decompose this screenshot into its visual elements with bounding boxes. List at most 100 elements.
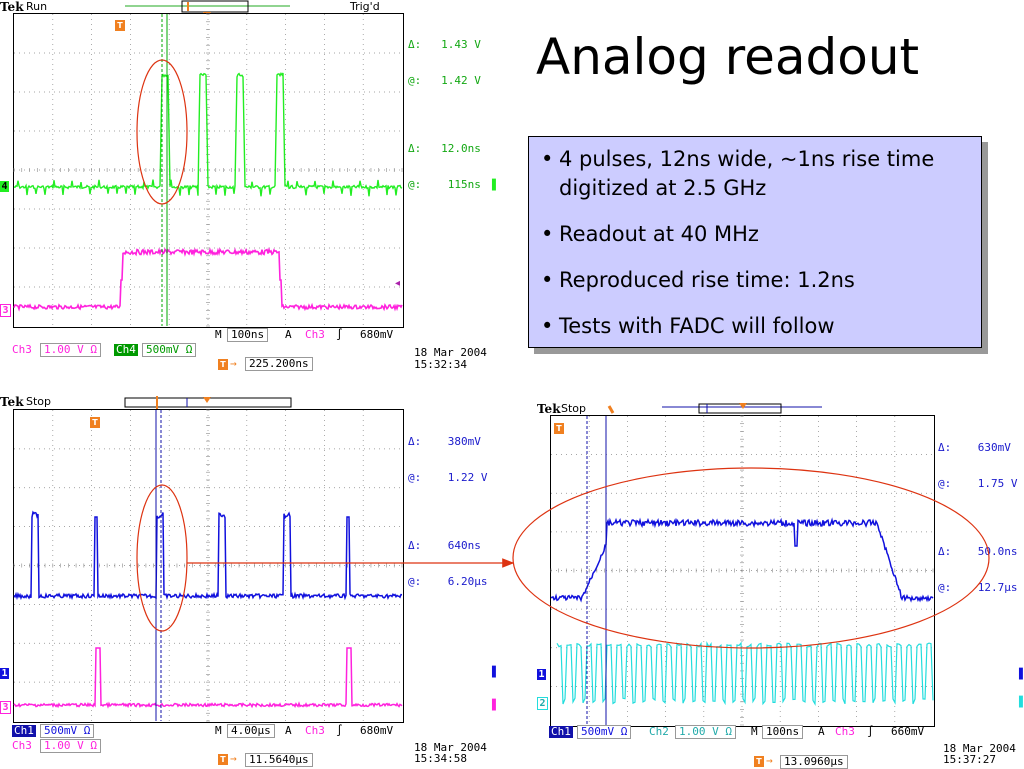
bullet-box: • 4 pulses, 12ns wide, ~1ns rise time dig… bbox=[528, 136, 982, 348]
bullet-dot: • bbox=[541, 222, 554, 246]
cursor-readouts: Δ: 380mV @: 1.22 V Δ: 640ns @: 6.20μs bbox=[408, 412, 488, 612]
bullet-list: • 4 pulses, 12ns wide, ~1ns rise time dig… bbox=[529, 137, 981, 341]
delta-symbol: Δ: bbox=[408, 142, 422, 155]
ch4-label: Ch4 bbox=[114, 343, 138, 356]
m-label: M bbox=[751, 725, 758, 738]
scope-screenshot-3: Tek Stop T Δ: 630mV @: 1.75 V Δ: 50.0ns … bbox=[537, 401, 1024, 769]
readout-value: 640ns bbox=[447, 539, 481, 552]
trigger-arrow-icon: → bbox=[230, 752, 237, 765]
ch3-label: Ch3 bbox=[12, 739, 32, 752]
capture-time: 15:34:58 bbox=[414, 752, 467, 765]
trigger-position-marker: T bbox=[90, 417, 100, 428]
readout-row: @: 1.42 V bbox=[408, 75, 481, 87]
ch1-scale: 500mV Ω bbox=[577, 725, 632, 739]
ch2-ground-marker: 2 bbox=[537, 697, 548, 710]
highlight-ellipse-zoom bbox=[512, 467, 990, 649]
at-symbol: @: bbox=[408, 575, 422, 588]
readout-row: @: 12.7μs bbox=[938, 582, 1018, 594]
m-label: M bbox=[215, 328, 222, 341]
bullet-text: 4 pulses, 12ns wide, ~1ns rise time digi… bbox=[559, 147, 935, 200]
ch3-scale: 1.00 V Ω bbox=[40, 343, 101, 357]
trigger-arrow-icon: → bbox=[230, 357, 237, 370]
trigger-position: 13.0960μs bbox=[780, 755, 848, 769]
delta-symbol: Δ: bbox=[408, 38, 422, 51]
tek-logo: Tek bbox=[0, 0, 24, 14]
at-symbol: @: bbox=[938, 477, 952, 490]
trigger-slope-icon: ∫ bbox=[336, 724, 343, 737]
trigger-source: Ch3 bbox=[305, 328, 325, 341]
a-label: A bbox=[818, 725, 825, 738]
readout-row: @: 6.20μs bbox=[408, 576, 488, 588]
trigger-state: Trig'd bbox=[350, 0, 380, 13]
trigger-marker-icon: T bbox=[218, 754, 228, 765]
cursor-readouts: Δ: 1.43 V @: 1.42 V Δ: 12.0ns @: 115ns bbox=[408, 15, 481, 215]
readout-value: 1.75 V bbox=[977, 477, 1018, 490]
bullet-text: Reproduced rise time: 1.2ns bbox=[559, 268, 855, 292]
slide-title: Analog readout bbox=[536, 28, 920, 86]
ch3-label: Ch3 bbox=[12, 343, 32, 356]
capture-date: 18 Mar 2004 bbox=[414, 741, 487, 754]
bullet-item: • Reproduced rise time: 1.2ns bbox=[537, 266, 975, 295]
trigger-arrow-icon: → bbox=[766, 754, 773, 767]
readout-row: @: 1.22 V bbox=[408, 472, 488, 484]
bullet-item: • Readout at 40 MHz bbox=[537, 220, 975, 249]
readout-row: Δ: 12.0ns bbox=[408, 143, 481, 155]
acquisition-status: Stop bbox=[26, 395, 52, 408]
timebase-value: 4.00μs bbox=[227, 724, 275, 738]
ch3-edge-marker: ▌ bbox=[492, 700, 500, 711]
trigger-level: 680mV bbox=[360, 724, 394, 737]
ch1-scale: 500mV Ω bbox=[40, 724, 95, 738]
capture-time: 15:37:27 bbox=[943, 753, 996, 766]
readout-value: 1.22 V bbox=[447, 471, 488, 484]
trigger-source: Ch3 bbox=[305, 724, 325, 737]
acquisition-status: Stop bbox=[561, 402, 587, 415]
scope-screenshot-2: Tek Stop T Δ: 380mV @: 1.22 V Δ: 640ns @… bbox=[0, 395, 500, 768]
ch4-ground-marker: 4 bbox=[0, 181, 9, 192]
ch1-edge-marker: ▌ bbox=[1019, 669, 1024, 680]
cursor-readouts: Δ: 630mV @: 1.75 V Δ: 50.0ns @: 12.7μs bbox=[938, 418, 1018, 618]
capture-time: 15:32:34 bbox=[414, 358, 467, 371]
ch3-waveform bbox=[13, 247, 403, 312]
ch3-level-marker: ◂ bbox=[395, 278, 401, 289]
ch3-scale: 1.00 V Ω bbox=[40, 739, 101, 753]
scope2-graticule bbox=[13, 409, 404, 723]
scope2-record-bar bbox=[124, 396, 292, 409]
bullet-item: • Tests with FADC will follow bbox=[537, 312, 975, 341]
scope1-graticule bbox=[13, 13, 404, 328]
readout-value: 380mV bbox=[447, 435, 481, 448]
at-symbol: @: bbox=[408, 74, 422, 87]
scope-screenshot-1: Tek Run Trig'd T Δ: 1.43 V @: 1.42 V Δ: … bbox=[0, 0, 500, 375]
a-label: A bbox=[285, 724, 292, 737]
trigger-level: 680mV bbox=[360, 328, 394, 341]
trigger-position-marker: T bbox=[554, 423, 564, 434]
bullet-dot: • bbox=[541, 147, 554, 171]
readout-value: 12.0ns bbox=[441, 142, 481, 155]
readout-row: Δ: 630mV bbox=[938, 442, 1018, 454]
trigger-slope-icon: ∫ bbox=[867, 725, 874, 738]
delta-symbol: Δ: bbox=[408, 539, 422, 552]
trigger-marker-icon: T bbox=[218, 359, 228, 370]
ch2-scale: 1.00 V Ω bbox=[675, 725, 736, 739]
readout-value: 115ns bbox=[447, 178, 481, 191]
scope1-waveforms bbox=[13, 13, 403, 327]
delta-symbol: Δ: bbox=[938, 441, 952, 454]
at-symbol: @: bbox=[408, 471, 422, 484]
trigger-slope-icon: ∫ bbox=[336, 328, 343, 341]
bullet-text: Readout at 40 MHz bbox=[559, 222, 759, 246]
readout-value: 6.20μs bbox=[447, 575, 488, 588]
tek-logo: Tek bbox=[537, 402, 561, 416]
readout-row: Δ: 1.43 V bbox=[408, 39, 481, 51]
ch1-ground-marker: 1 bbox=[0, 668, 9, 679]
scope2-waveforms bbox=[13, 409, 403, 722]
ch3-ground-marker: 3 bbox=[0, 701, 11, 714]
readout-value: 630mV bbox=[977, 441, 1011, 454]
ch1-label: Ch1 bbox=[12, 724, 36, 737]
ch1-ground-marker: 1 bbox=[537, 669, 546, 680]
ch2-waveform bbox=[556, 640, 934, 707]
capture-date: 18 Mar 2004 bbox=[943, 742, 1016, 755]
ch2-label: Ch2 bbox=[649, 725, 669, 738]
trigger-position: 225.200ns bbox=[245, 357, 313, 371]
ch4-waveform bbox=[13, 71, 403, 197]
at-symbol: @: bbox=[938, 581, 952, 594]
